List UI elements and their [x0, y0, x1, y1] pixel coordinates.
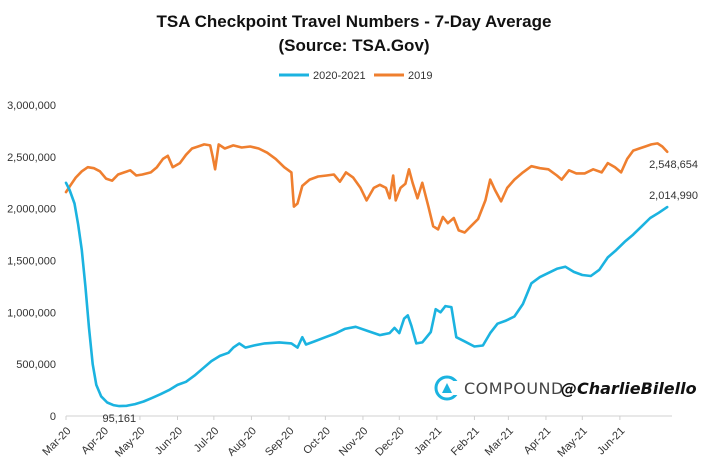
x-tick-label: May-20	[113, 425, 147, 459]
series-line-2020-2021	[64, 181, 669, 408]
brand-name: COMPOUND	[464, 379, 564, 398]
x-tick-label: Sep-20	[263, 425, 297, 459]
legend: 2020-2021 2019	[279, 70, 432, 82]
y-tick-label: 0	[50, 411, 56, 423]
x-tick-label: Jan-21	[412, 425, 444, 457]
x-tick-label: Aug-20	[225, 425, 259, 459]
author-handle: @CharlieBilello	[561, 379, 697, 398]
legend-label-2020-2021: 2020-2021	[313, 70, 366, 82]
chart-title: TSA Checkpoint Travel Numbers - 7-Day Av…	[157, 12, 552, 31]
x-tick-label: Apr-21	[522, 425, 554, 457]
data-label: 2,014,990	[649, 190, 698, 202]
compound-logo-icon	[434, 375, 460, 401]
x-tick-label: Mar-21	[483, 425, 516, 458]
y-tick-label: 500,000	[16, 359, 56, 371]
y-tick-label: 1,000,000	[7, 307, 56, 319]
data-label: 2,548,654	[649, 159, 698, 171]
series-line-2019	[64, 142, 669, 234]
y-tick-label: 3,000,000	[7, 100, 56, 112]
series-layer	[64, 142, 669, 408]
x-tick-label: Apr-20	[79, 425, 111, 457]
data-label: 95,161	[102, 413, 136, 425]
x-tick-label: Mar-20	[40, 425, 73, 458]
y-tick-label: 2,500,000	[7, 152, 56, 164]
x-tick-label: Feb-21	[449, 425, 482, 458]
x-tick-label: Jul-20	[192, 425, 222, 455]
y-axis: 0 500,000 1,000,000 1,500,000 2,000,000 2,500…	[7, 100, 56, 423]
chart-subtitle: (Source: TSA.Gov)	[278, 36, 429, 55]
x-tick-label: Oct-20	[301, 425, 333, 457]
x-tick-label: Dec-20	[373, 425, 407, 459]
x-tick-label: May-21	[555, 425, 589, 459]
x-tick-label: Jun-20	[153, 425, 185, 457]
annotation-layer: 95,161 2,014,990 2,548,654	[102, 159, 698, 425]
x-tick-label: Jun-21	[595, 425, 627, 457]
y-tick-label: 1,500,000	[7, 256, 56, 268]
y-tick-label: 2,000,000	[7, 204, 56, 216]
branding: COMPOUND @CharlieBilello	[434, 375, 697, 401]
legend-label-2019: 2019	[408, 70, 432, 82]
x-tick-label: Nov-20	[337, 425, 371, 459]
